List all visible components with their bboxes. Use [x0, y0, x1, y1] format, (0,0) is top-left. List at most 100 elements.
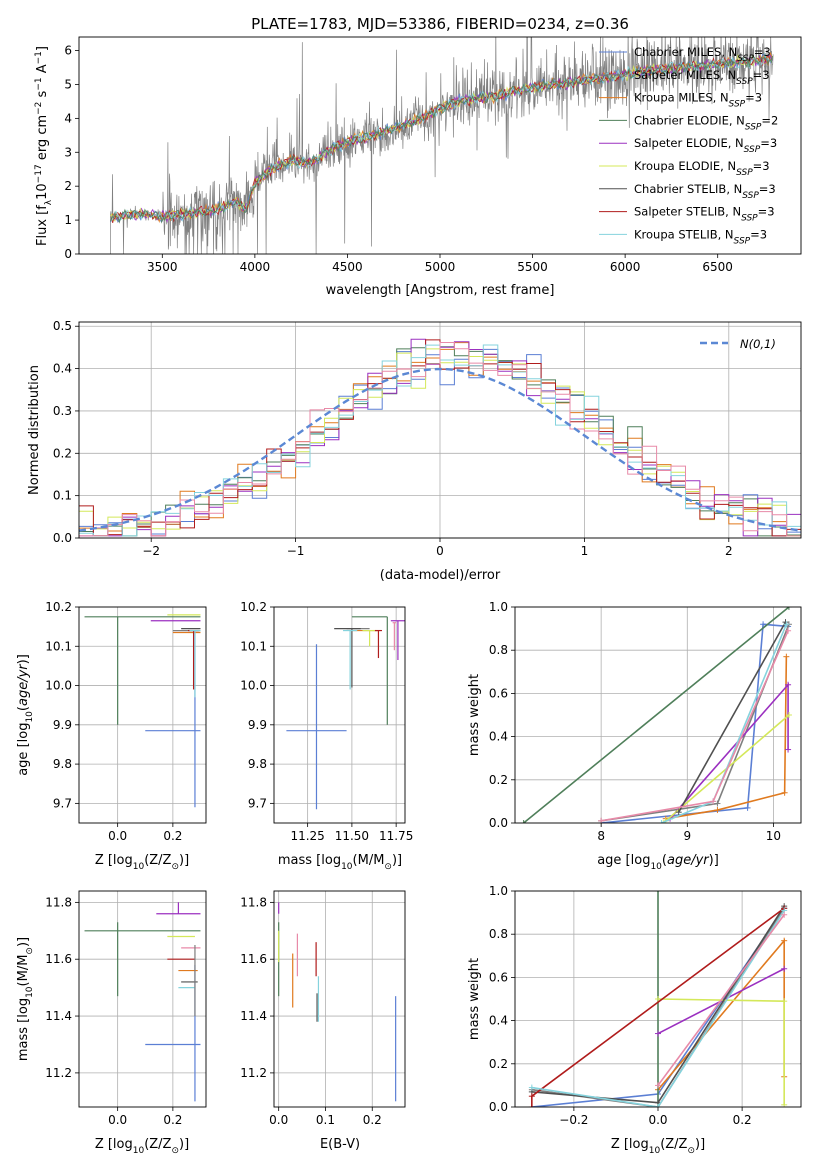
y-tick-label: 9.7 [248, 796, 267, 810]
x-axis-label: (data-model)/error [380, 568, 501, 583]
y-tick-label: 11.8 [45, 895, 72, 909]
y-tick-label: 0.6 [489, 686, 508, 700]
x-tick-label: 0.0 [648, 1113, 667, 1127]
y-tick-label: 0.3 [53, 404, 72, 418]
legend-entry: Salpeter ELODIE, NSSP=3 [599, 136, 777, 155]
y-tick-label: 0 [64, 247, 72, 261]
legend-entry: Chabrier MILES, NSSP=3 [599, 45, 771, 64]
x-tick-label: 5500 [517, 260, 548, 274]
error-point [334, 627, 361, 688]
model-spectrum [110, 55, 773, 224]
x-tick-label: −1 [287, 544, 305, 558]
error-point [390, 620, 405, 661]
x-tick-label: 4000 [240, 260, 271, 274]
error-point [374, 629, 382, 659]
axes-age-vs-mass: 11.25 11.50 11.75 9.7 9.8 9.9 10.0 10.1 10.2 [240, 600, 413, 843]
legend: Chabrier MILES, NSSP=3 Salpeter MILES, NS… [599, 45, 778, 246]
y-tick-label: 10.0 [45, 679, 72, 693]
plot-area [520, 607, 792, 823]
y-tick-label: 9.9 [248, 718, 267, 732]
y-tick-label: 0.5 [53, 319, 72, 333]
x-tick-label: 0.2 [163, 1113, 182, 1127]
model-spectrum [110, 55, 773, 224]
axes-spectrum: 3500 4000 4500 5000 5500 6000 6500 0 1 2 3 4 5 6 [64, 36, 802, 274]
axes-mass-vs-ebv: 0.0 0.1 0.2 11.2 11.4 11.6 11.8 [240, 890, 406, 1127]
axes-frame [78, 606, 207, 824]
plot-area [79, 338, 801, 537]
y-tick-label: 2 [64, 179, 72, 193]
plot-area [278, 902, 397, 1102]
x-tick-label: 8 [597, 829, 605, 843]
y-tick-label: 0.0 [489, 1100, 508, 1114]
y-axis-label: mass [log10(M/M⊙)] [16, 937, 35, 1061]
error-point [362, 629, 377, 647]
y-tick-label: 1.0 [489, 600, 508, 614]
x-axis-label: Z [log10(Z/Z⊙)] [95, 1137, 189, 1156]
error-point [189, 629, 201, 698]
error-point [286, 644, 347, 810]
weight-series-line [669, 682, 789, 820]
plot-area [110, 37, 774, 254]
y-axis-label: Flux [fλ10−17 erg cm−2 s−1 A−1] [34, 46, 54, 246]
legend-label: Kroupa STELIB, NSSP=3 [634, 227, 767, 246]
x-axis-label: age [log10(age/yr)] [597, 853, 719, 872]
y-tick-label: 9.8 [248, 757, 267, 771]
axes-weight-vs-age: 8 9 10 0.0 0.2 0.4 0.6 0.8 1.0 [489, 600, 802, 843]
y-axis-label: age [log10(age/yr)] [16, 654, 35, 776]
axes-residuals: −2 −1 0 1 2 0.0 0.1 0.2 0.3 0.4 0.5 [53, 319, 802, 558]
y-tick-label: 0.0 [53, 531, 72, 545]
y-tick-label: 4 [64, 111, 72, 125]
y-axis-label: Normed distribution [27, 365, 42, 495]
histogram-series [79, 342, 801, 537]
y-tick-label: 0.4 [53, 362, 72, 376]
legend-entry: Chabrier ELODIE, NSSP=2 [599, 113, 778, 132]
y-tick-label: 10.2 [240, 600, 267, 614]
y-tick-label: 1 [64, 213, 72, 227]
axes-age-vs-Z: 0.0 0.2 9.7 9.8 9.9 10.0 10.1 10.2 [45, 600, 207, 843]
weight-series-line [523, 607, 790, 823]
y-tick-label: 0.0 [489, 816, 508, 830]
legend-label: Chabrier MILES, NSSP=3 [634, 45, 771, 64]
error-point [343, 629, 358, 690]
y-tick-label: 11.4 [240, 1009, 267, 1023]
y-axis-label: mass weight [467, 958, 482, 1040]
y-tick-label: 11.2 [240, 1066, 267, 1080]
x-tick-label: 1 [581, 544, 589, 558]
y-tick-label: 0.1 [53, 489, 72, 503]
x-tick-label: 0 [436, 544, 444, 558]
legend-label: Kroupa MILES, NSSP=3 [634, 91, 762, 110]
error-point [84, 616, 201, 725]
x-axis-label: wavelength [Angstrom, rest frame] [326, 283, 555, 298]
y-tick-label: 0.6 [489, 970, 508, 984]
legend: N(0,1) [700, 337, 776, 351]
y-tick-label: 3 [64, 145, 72, 159]
y-tick-label: 10.1 [45, 639, 72, 653]
axes-frame [273, 890, 406, 1108]
y-tick-label: 11.6 [45, 952, 72, 966]
y-tick-label: 6 [64, 44, 72, 58]
chart-title: PLATE=1783, MJD=53386, FIBERID=0234, z=0… [251, 15, 629, 33]
y-tick-label: 5 [64, 77, 72, 91]
x-tick-label: 11.25 [290, 829, 324, 843]
legend-label: Salpeter ELODIE, NSSP=3 [634, 136, 777, 155]
axes-frame [514, 606, 802, 824]
x-tick-label: 4500 [332, 260, 363, 274]
plot-area [84, 614, 201, 808]
y-tick-label: 0.2 [489, 1057, 508, 1071]
y-tick-label: 0.8 [489, 927, 508, 941]
legend-label: Chabrier ELODIE, NSSP=2 [634, 113, 778, 132]
error-point [156, 902, 201, 915]
y-tick-label: 0.2 [53, 446, 72, 460]
axes-frame [273, 606, 406, 824]
y-tick-label: 0.4 [489, 1014, 508, 1028]
legend-label: N(0,1) [740, 337, 776, 351]
axes-frame [78, 890, 207, 1108]
legend-entry: Kroupa STELIB, NSSP=3 [599, 227, 767, 246]
error-point [392, 622, 397, 651]
legend-entry: Salpeter STELIB, NSSP=3 [599, 205, 775, 224]
y-tick-label: 9.9 [53, 718, 72, 732]
y-tick-label: 10.2 [45, 600, 72, 614]
x-axis-label: mass [log10(M/M⊙)] [278, 853, 402, 872]
weight-series-line [601, 623, 789, 823]
